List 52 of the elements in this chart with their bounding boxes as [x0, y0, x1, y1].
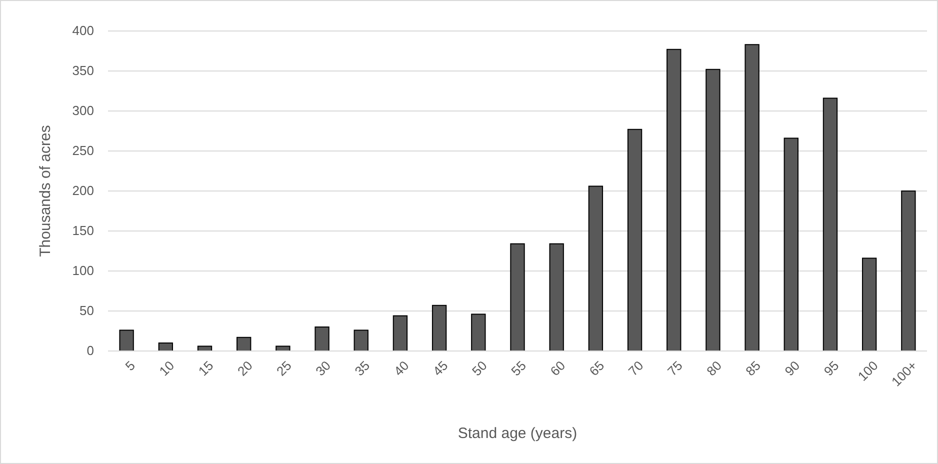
bar — [862, 258, 877, 352]
bar — [822, 98, 838, 352]
x-tick-label: 55 — [508, 358, 529, 379]
y-tick-label: 200 — [72, 183, 94, 198]
y-tick-label: 50 — [80, 303, 94, 318]
x-tick-label: 20 — [234, 358, 256, 379]
bar — [197, 346, 212, 352]
x-tick-label: 15 — [195, 358, 216, 379]
y-axis-title: Thousands of acres — [37, 125, 54, 257]
x-tick-label: 30 — [312, 358, 334, 379]
x-axis-title: Stand age (years) — [458, 425, 578, 442]
bar — [784, 138, 798, 352]
bar — [588, 186, 604, 352]
bar — [354, 330, 368, 352]
bar — [158, 342, 174, 352]
bar — [471, 314, 486, 352]
bar — [627, 128, 642, 352]
x-tick-label: 85 — [742, 358, 764, 379]
x-tick-label: 60 — [547, 358, 568, 379]
x-tick-label: 95 — [820, 358, 842, 379]
bar — [392, 315, 408, 352]
x-tick-label: 5 — [122, 358, 138, 374]
y-tick-label: 0 — [86, 343, 94, 358]
x-tick-label: 75 — [664, 358, 686, 379]
x-tick-label: 80 — [704, 358, 724, 379]
x-tick-label: 45 — [430, 358, 451, 379]
x-tick-label: 40 — [390, 358, 412, 379]
bar — [119, 330, 134, 352]
x-tick-label: 70 — [625, 358, 646, 379]
x-tick-label: 65 — [586, 358, 608, 379]
bar — [666, 48, 682, 352]
bar — [314, 326, 330, 352]
x-tick-label: 25 — [274, 358, 294, 379]
bar — [432, 304, 447, 352]
x-tick-label: 50 — [469, 358, 490, 379]
y-tick-label: 100 — [72, 263, 94, 278]
x-tick-label: 90 — [782, 358, 803, 379]
x-tick-label: 100 — [854, 358, 881, 384]
y-tick-label: 400 — [72, 23, 94, 38]
x-tick-label: 35 — [352, 358, 373, 379]
bar — [276, 346, 290, 352]
y-tick-label: 300 — [72, 103, 94, 118]
bar — [744, 44, 760, 352]
bar — [901, 190, 916, 352]
y-tick-label: 150 — [72, 223, 94, 238]
bar — [510, 243, 525, 352]
bar — [236, 336, 252, 352]
x-tick-label: 10 — [156, 358, 178, 379]
y-tick-label: 250 — [72, 143, 94, 158]
bar — [549, 243, 564, 352]
y-tick-label: 350 — [72, 63, 94, 78]
bar — [706, 68, 720, 352]
